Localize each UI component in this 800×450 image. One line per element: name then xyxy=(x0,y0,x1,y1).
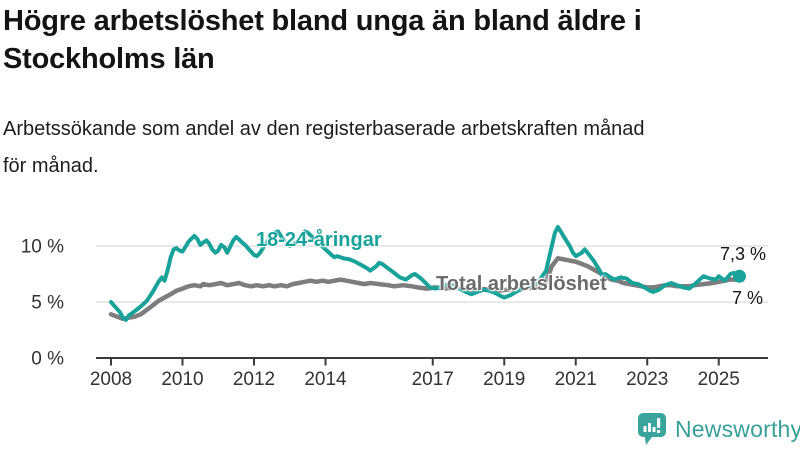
newsworthy-logo-text: Newsworthy xyxy=(675,415,800,442)
y-axis-label: 5 % xyxy=(31,293,64,314)
x-axis-label: 2023 xyxy=(626,369,668,390)
x-axis-label: 2008 xyxy=(90,369,132,390)
x-axis-label: 2025 xyxy=(698,369,740,390)
end-value-total: 7 % xyxy=(732,288,764,308)
newsworthy-logo-icon xyxy=(638,413,666,445)
series-line-youth xyxy=(109,225,742,322)
title-line-1: Högre arbetslöshet bland unga än bland ä… xyxy=(3,5,642,37)
series-label-youth: 18-24-åringar xyxy=(256,229,382,251)
y-axis-label: 10 % xyxy=(21,237,64,258)
series-end-dot-youth xyxy=(732,269,746,283)
x-axis-label: 2021 xyxy=(555,369,597,390)
x-axis-label: 2012 xyxy=(233,369,275,390)
end-value-youth: 7,3 % xyxy=(720,244,767,264)
newsworthy-logo: Newsworthy xyxy=(637,412,800,446)
chart-subtitle: Arbetssökande som andel av den registerb… xyxy=(3,111,783,185)
x-axis-label: 2019 xyxy=(483,369,525,390)
title-line-2: Stockholms län xyxy=(3,43,215,75)
x-axis-label: 2010 xyxy=(161,369,203,390)
x-axis-label: 2014 xyxy=(304,369,347,390)
x-axis-label: 2017 xyxy=(412,369,454,390)
y-axis-label: 0 % xyxy=(31,349,64,370)
subtitle-line-1: Arbetssökande som andel av den registerb… xyxy=(3,118,645,140)
page-title: Högre arbetslöshet bland unga än bland ä… xyxy=(3,2,783,78)
series-label-total: Total arbetslöshet xyxy=(436,273,607,295)
subtitle-line-2: för månad. xyxy=(3,155,99,177)
